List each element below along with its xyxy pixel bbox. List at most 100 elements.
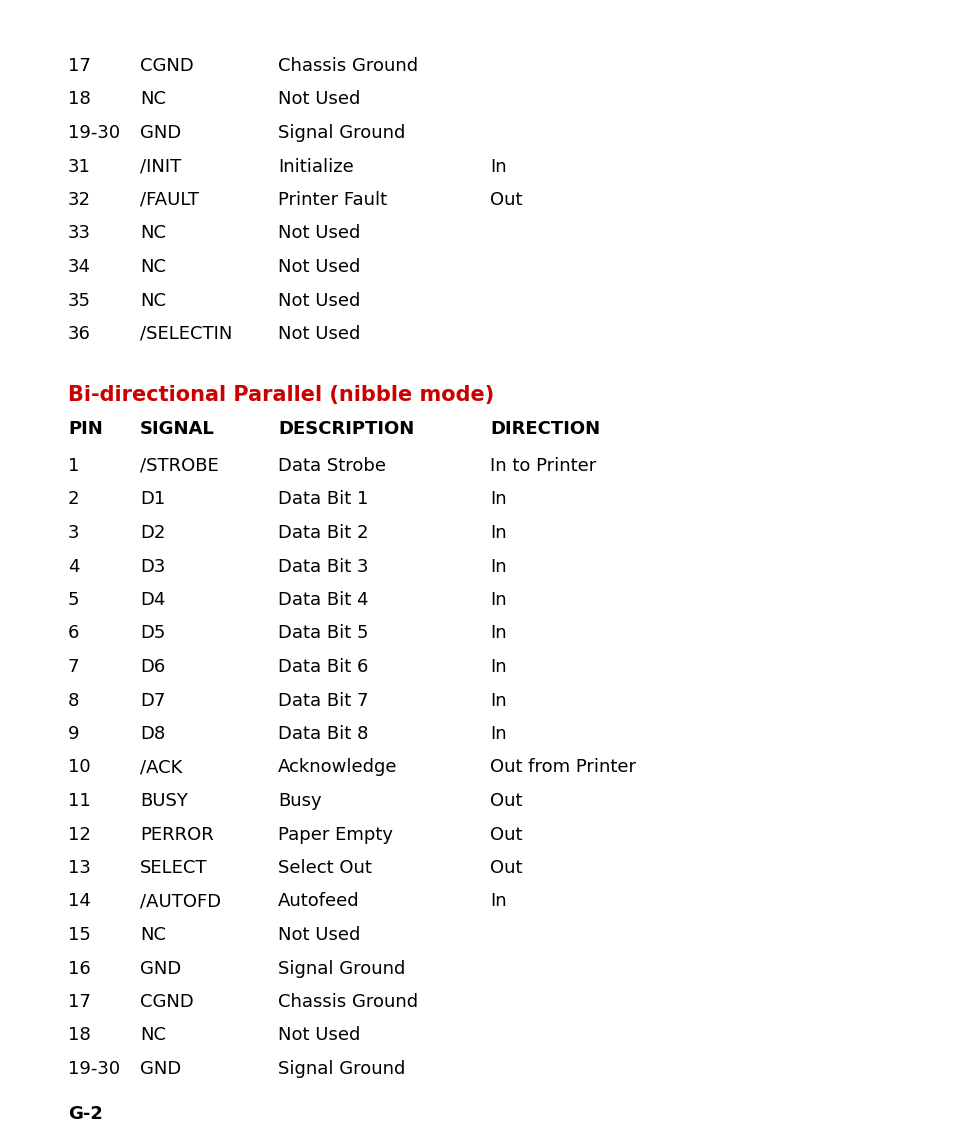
Text: 12: 12 bbox=[68, 826, 91, 844]
Text: GND: GND bbox=[140, 124, 181, 142]
Text: SELECT: SELECT bbox=[140, 859, 208, 877]
Text: G-2: G-2 bbox=[68, 1105, 103, 1123]
Text: In: In bbox=[490, 624, 506, 642]
Text: Busy: Busy bbox=[277, 792, 321, 810]
Text: Printer Fault: Printer Fault bbox=[277, 191, 387, 210]
Text: SIGNAL: SIGNAL bbox=[140, 420, 214, 439]
Text: NC: NC bbox=[140, 90, 166, 109]
Text: 10: 10 bbox=[68, 758, 91, 776]
Text: D1: D1 bbox=[140, 490, 165, 508]
Text: Data Bit 5: Data Bit 5 bbox=[277, 624, 368, 642]
Text: 3: 3 bbox=[68, 524, 79, 542]
Text: Data Bit 4: Data Bit 4 bbox=[277, 591, 368, 609]
Text: Initialize: Initialize bbox=[277, 158, 354, 175]
Text: Bi-directional Parallel (nibble mode): Bi-directional Parallel (nibble mode) bbox=[68, 385, 494, 405]
Text: Paper Empty: Paper Empty bbox=[277, 826, 393, 844]
Text: 17: 17 bbox=[68, 993, 91, 1011]
Text: CGND: CGND bbox=[140, 993, 193, 1011]
Text: Out from Printer: Out from Printer bbox=[490, 758, 636, 776]
Text: Data Bit 3: Data Bit 3 bbox=[277, 558, 368, 576]
Text: 1: 1 bbox=[68, 457, 79, 475]
Text: NC: NC bbox=[140, 1027, 166, 1044]
Text: In: In bbox=[490, 658, 506, 676]
Text: 31: 31 bbox=[68, 158, 91, 175]
Text: In: In bbox=[490, 725, 506, 743]
Text: Data Bit 2: Data Bit 2 bbox=[277, 524, 368, 542]
Text: NC: NC bbox=[140, 926, 166, 943]
Text: PIN: PIN bbox=[68, 420, 103, 439]
Text: Chassis Ground: Chassis Ground bbox=[277, 993, 417, 1011]
Text: 13: 13 bbox=[68, 859, 91, 877]
Text: Not Used: Not Used bbox=[277, 1027, 360, 1044]
Text: /AUTOFD: /AUTOFD bbox=[140, 892, 221, 910]
Text: In: In bbox=[490, 591, 506, 609]
Text: /STROBE: /STROBE bbox=[140, 457, 218, 475]
Text: Signal Ground: Signal Ground bbox=[277, 960, 405, 978]
Text: Acknowledge: Acknowledge bbox=[277, 758, 397, 776]
Text: Autofeed: Autofeed bbox=[277, 892, 359, 910]
Text: D5: D5 bbox=[140, 624, 165, 642]
Text: Out: Out bbox=[490, 191, 522, 210]
Text: 11: 11 bbox=[68, 792, 91, 810]
Text: 34: 34 bbox=[68, 258, 91, 276]
Text: 2: 2 bbox=[68, 490, 79, 508]
Text: Not Used: Not Used bbox=[277, 325, 360, 343]
Text: Not Used: Not Used bbox=[277, 292, 360, 309]
Text: Not Used: Not Used bbox=[277, 258, 360, 276]
Text: In: In bbox=[490, 892, 506, 910]
Text: Signal Ground: Signal Ground bbox=[277, 124, 405, 142]
Text: GND: GND bbox=[140, 960, 181, 978]
Text: In: In bbox=[490, 158, 506, 175]
Text: In: In bbox=[490, 558, 506, 576]
Text: Data Bit 1: Data Bit 1 bbox=[277, 490, 368, 508]
Text: 6: 6 bbox=[68, 624, 79, 642]
Text: D7: D7 bbox=[140, 692, 165, 710]
Text: Select Out: Select Out bbox=[277, 859, 372, 877]
Text: CGND: CGND bbox=[140, 57, 193, 76]
Text: In: In bbox=[490, 692, 506, 710]
Text: D6: D6 bbox=[140, 658, 165, 676]
Text: 14: 14 bbox=[68, 892, 91, 910]
Text: GND: GND bbox=[140, 1060, 181, 1077]
Text: NC: NC bbox=[140, 224, 166, 243]
Text: NC: NC bbox=[140, 258, 166, 276]
Text: Out: Out bbox=[490, 826, 522, 844]
Text: D8: D8 bbox=[140, 725, 165, 743]
Text: PERROR: PERROR bbox=[140, 826, 213, 844]
Text: Data Bit 6: Data Bit 6 bbox=[277, 658, 368, 676]
Text: 8: 8 bbox=[68, 692, 79, 710]
Text: /FAULT: /FAULT bbox=[140, 191, 199, 210]
Text: 32: 32 bbox=[68, 191, 91, 210]
Text: Signal Ground: Signal Ground bbox=[277, 1060, 405, 1077]
Text: Out: Out bbox=[490, 792, 522, 810]
Text: 18: 18 bbox=[68, 90, 91, 109]
Text: 17: 17 bbox=[68, 57, 91, 76]
Text: D2: D2 bbox=[140, 524, 165, 542]
Text: NC: NC bbox=[140, 292, 166, 309]
Text: /ACK: /ACK bbox=[140, 758, 182, 776]
Text: DIRECTION: DIRECTION bbox=[490, 420, 599, 439]
Text: Not Used: Not Used bbox=[277, 90, 360, 109]
Text: 36: 36 bbox=[68, 325, 91, 343]
Text: Data Strobe: Data Strobe bbox=[277, 457, 386, 475]
Text: 16: 16 bbox=[68, 960, 91, 978]
Text: D4: D4 bbox=[140, 591, 165, 609]
Text: 5: 5 bbox=[68, 591, 79, 609]
Text: In: In bbox=[490, 490, 506, 508]
Text: Not Used: Not Used bbox=[277, 926, 360, 943]
Text: 19-30: 19-30 bbox=[68, 1060, 120, 1077]
Text: Data Bit 8: Data Bit 8 bbox=[277, 725, 368, 743]
Text: 4: 4 bbox=[68, 558, 79, 576]
Text: In to Printer: In to Printer bbox=[490, 457, 596, 475]
Text: 15: 15 bbox=[68, 926, 91, 943]
Text: Data Bit 7: Data Bit 7 bbox=[277, 692, 368, 710]
Text: Out: Out bbox=[490, 859, 522, 877]
Text: D3: D3 bbox=[140, 558, 165, 576]
Text: /SELECTIN: /SELECTIN bbox=[140, 325, 233, 343]
Text: DESCRIPTION: DESCRIPTION bbox=[277, 420, 414, 439]
Text: 9: 9 bbox=[68, 725, 79, 743]
Text: 35: 35 bbox=[68, 292, 91, 309]
Text: Not Used: Not Used bbox=[277, 224, 360, 243]
Text: 33: 33 bbox=[68, 224, 91, 243]
Text: 7: 7 bbox=[68, 658, 79, 676]
